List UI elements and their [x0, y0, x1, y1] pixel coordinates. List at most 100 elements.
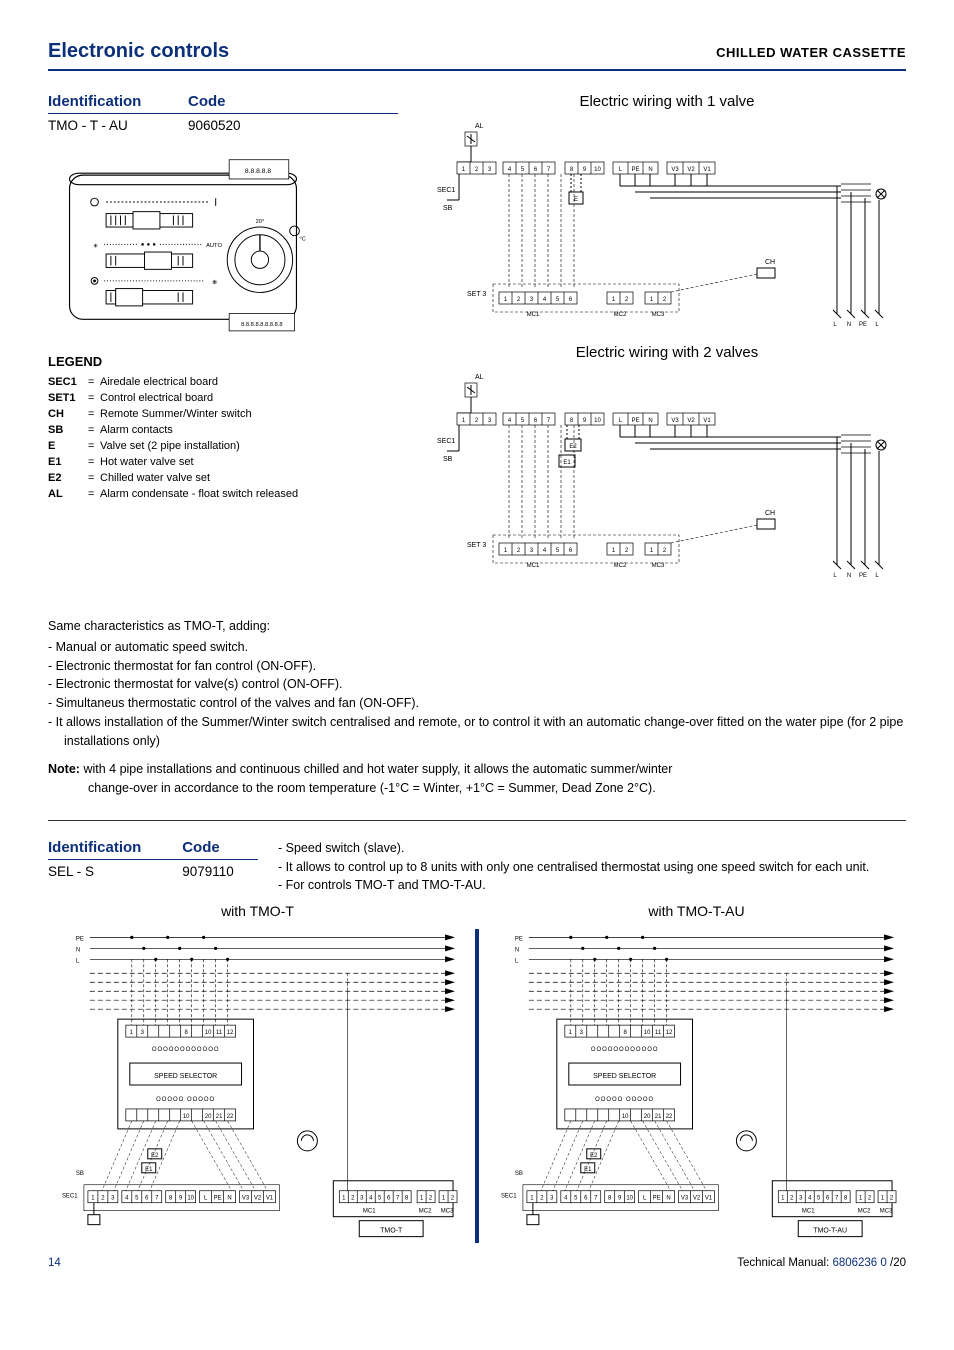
svg-text:SET 3: SET 3 — [467, 291, 486, 298]
svg-text:AL: AL — [475, 374, 484, 381]
note-label: Note: — [48, 762, 80, 776]
thermostat-illustration: 8.8.8.8.8 ☀ AUTO — [58, 143, 308, 338]
svg-text:22: 22 — [666, 1114, 673, 1120]
svg-text:AL: AL — [475, 123, 484, 130]
svg-text:12: 12 — [227, 1030, 234, 1036]
svg-text:8.8.8.8.8: 8.8.8.8.8 — [245, 168, 271, 175]
footer-tm-code: 6806236 0 — [832, 1257, 886, 1269]
note-line-1: with 4 pipe installations and continuous… — [83, 762, 672, 776]
id-value-identification: TMO - T - AU — [48, 118, 158, 133]
chars-intro: Same characteristics as TMO-T, adding: — [48, 617, 906, 636]
chars-item: It allows installation of the Summer/Win… — [48, 713, 906, 751]
bottom-features: Speed switch (slave).It allows to contro… — [278, 839, 906, 895]
svg-text:V2: V2 — [687, 418, 695, 424]
footer: 14 Technical Manual: 6806236 0 /20 — [48, 1257, 906, 1269]
svg-text:21: 21 — [655, 1114, 662, 1120]
separator — [48, 820, 906, 821]
svg-text:MC1: MC1 — [363, 1209, 376, 1215]
svg-text:E1: E1 — [145, 1167, 153, 1173]
svg-text:OOOOOOOOOOOO: OOOOOOOOOOOO — [152, 1047, 220, 1053]
svg-text:L: L — [76, 958, 80, 964]
svg-text:MC1: MC1 — [527, 563, 540, 569]
legend-key: SET1 — [48, 391, 88, 407]
legend-value: Chilled water valve set — [100, 471, 210, 487]
svg-text:MC3: MC3 — [880, 1209, 893, 1215]
svg-text:MC2: MC2 — [614, 563, 627, 569]
svg-text:CH: CH — [765, 510, 775, 517]
svg-text:10: 10 — [594, 167, 601, 173]
svg-text:E2: E2 — [151, 1153, 159, 1159]
legend-key: E2 — [48, 471, 88, 487]
legend-key: E1 — [48, 455, 88, 471]
wiring-2-valve-diagram: AL12345678910LPENV3V2V1SEC1SBE2E1CHLNPEL… — [428, 365, 906, 595]
svg-text:MC3: MC3 — [652, 312, 665, 318]
legend-value: Remote Summer/Winter switch — [100, 407, 252, 423]
id-value-code: 9060520 — [188, 118, 268, 133]
right-column: Electric wiring with 1 valve AL123456789… — [428, 93, 906, 595]
svg-text:20: 20 — [644, 1114, 651, 1120]
svg-text:SEC1: SEC1 — [437, 438, 455, 445]
svg-text:10: 10 — [622, 1114, 629, 1120]
id-table-2: Identification Code SEL - S 9079110 — [48, 839, 258, 889]
id2-header-code: Code — [182, 839, 258, 856]
svg-text:SPEED SELECTOR: SPEED SELECTOR — [593, 1073, 656, 1080]
svg-text:10: 10 — [183, 1114, 190, 1120]
svg-text:E1: E1 — [563, 460, 571, 466]
svg-text:V2: V2 — [254, 1196, 262, 1202]
legend-value: Alarm condensate - float switch released — [100, 487, 298, 503]
svg-text:N: N — [648, 418, 652, 424]
svg-text:L: L — [515, 958, 519, 964]
features2-list: Speed switch (slave).It allows to contro… — [278, 839, 906, 895]
diagram-tmo-t-au-col: with TMO-T-AU PENL138101112OOOOOOOOOOOOS… — [487, 903, 906, 1243]
svg-text:N: N — [515, 947, 519, 953]
top-section: Identification Code TMO - T - AU 9060520… — [48, 93, 906, 595]
header-subtitle: CHILLED WATER CASSETTE — [716, 45, 906, 60]
legend-title: LEGEND — [48, 354, 398, 369]
svg-text:20: 20 — [205, 1114, 212, 1120]
svg-text:PE: PE — [76, 936, 84, 942]
footer-tm-label: Technical Manual: — [737, 1257, 832, 1269]
svg-text:E: E — [574, 197, 578, 203]
page-number: 14 — [48, 1257, 61, 1269]
id-header-code: Code — [188, 93, 268, 110]
legend-value: Airedale electrical board — [100, 375, 218, 391]
diagram-tmo-t-au-title: with TMO-T-AU — [487, 903, 906, 919]
svg-text:PE: PE — [653, 1196, 661, 1202]
svg-text:SB: SB — [443, 205, 453, 212]
chars-item: Electronic thermostat for valve(s) contr… — [48, 675, 906, 694]
chars-item: Manual or automatic speed switch. — [48, 638, 906, 657]
svg-text:PE: PE — [631, 418, 639, 424]
svg-text:V3: V3 — [681, 1196, 689, 1202]
wiring-1-valve-diagram: AL12345678910LPENV3V2V1SEC1SBECHLNPELSET… — [428, 114, 906, 344]
svg-text:❄: ❄ — [212, 279, 218, 287]
svg-text:V1: V1 — [705, 1196, 713, 1202]
legend-key: SEC1 — [48, 375, 88, 391]
left-column: Identification Code TMO - T - AU 9060520… — [48, 93, 398, 595]
wiring-2-valve-title: Electric wiring with 2 valves — [428, 344, 906, 361]
svg-text:E1: E1 — [584, 1167, 592, 1173]
legend-key: E — [48, 439, 88, 455]
svg-text:L: L — [875, 322, 879, 328]
chars-item: Simultaneus thermostatic control of the … — [48, 694, 906, 713]
diagram-tmo-t-col: with TMO-T PENL138101112OOOOOOOOOOOOSPEE… — [48, 903, 467, 1243]
footer-manual: Technical Manual: 6806236 0 /20 — [737, 1257, 906, 1269]
svg-text:V3: V3 — [671, 167, 679, 173]
id-header-identification: Identification — [48, 93, 158, 110]
bottom-id-area: Identification Code SEL - S 9079110 Spee… — [48, 839, 906, 895]
id2-value-identification: SEL - S — [48, 864, 152, 879]
id-table-1: Identification Code TMO - T - AU 9060520 — [48, 93, 398, 133]
svg-text:☀: ☀ — [93, 242, 99, 250]
diagram-tmo-t: PENL138101112OOOOOOOOOOOOSPEED SELECTORO… — [48, 923, 467, 1243]
svg-text:MC3: MC3 — [652, 563, 665, 569]
svg-text:L: L — [833, 573, 837, 579]
svg-text:N: N — [847, 573, 851, 579]
svg-text:SET 3: SET 3 — [467, 542, 486, 549]
svg-text:10: 10 — [644, 1030, 651, 1036]
svg-text:10: 10 — [626, 1196, 633, 1202]
id2-value-code: 9079110 — [182, 864, 258, 879]
note-line-2: change-over in accordance to the room te… — [48, 779, 906, 798]
svg-text:SB: SB — [76, 1171, 84, 1177]
svg-text:MC1: MC1 — [527, 312, 540, 318]
svg-text:MC1: MC1 — [802, 1209, 815, 1215]
svg-text:CH: CH — [765, 259, 775, 266]
